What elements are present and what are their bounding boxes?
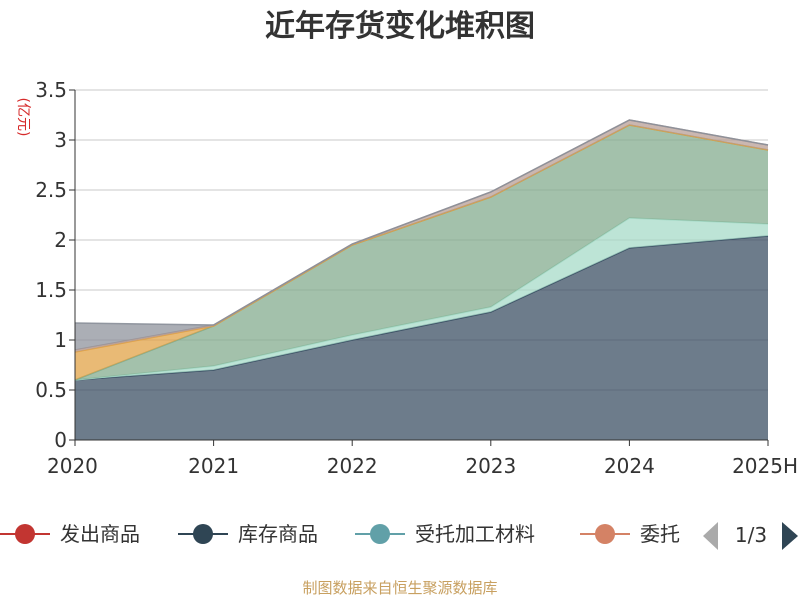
y-tick-label: 0 xyxy=(54,428,67,452)
legend-item[interactable]: 受托加工材料 xyxy=(355,522,535,546)
x-tick-label: 2021 xyxy=(188,454,239,478)
x-tick-label: 2020 xyxy=(47,454,98,478)
y-tick-labels: 0 0.5 1 1.5 2 2.5 3 3.5 xyxy=(35,78,67,452)
legend-item[interactable]: 委托 xyxy=(580,522,680,546)
chart-title: 近年存货变化堆积图 xyxy=(265,9,535,44)
area-series-5 xyxy=(75,120,768,350)
y-tick-label: 0.5 xyxy=(35,378,67,402)
legend-next-arrow-icon[interactable] xyxy=(782,522,798,550)
y-tick-label: 2.5 xyxy=(35,178,67,202)
legend-dot-icon xyxy=(595,524,615,544)
legend-item[interactable]: 库存商品 xyxy=(178,522,318,546)
legend-dot-icon xyxy=(193,524,213,544)
legend: 发出商品 库存商品 受托加工材料 委托 xyxy=(0,522,680,546)
legend-dot-icon xyxy=(370,524,390,544)
legend-item[interactable]: 发出商品 xyxy=(0,522,140,546)
legend-label: 发出商品 xyxy=(60,522,140,546)
y-tick-label: 3 xyxy=(54,128,67,152)
legend-page-indicator: 1/3 xyxy=(735,523,767,547)
area-series-line-5 xyxy=(74,119,769,326)
x-tick-label: 2023 xyxy=(465,454,516,478)
stacked-areas xyxy=(74,119,769,440)
axes xyxy=(74,90,768,441)
y-axis-unit: (亿元) xyxy=(15,98,31,137)
area-series-2 xyxy=(75,125,768,380)
y-tick-label: 1 xyxy=(54,328,67,352)
data-source-note: 制图数据来自恒生聚源数据库 xyxy=(302,579,497,597)
y-tick-label: 1.5 xyxy=(35,278,67,302)
legend-label: 库存商品 xyxy=(238,522,318,546)
legend-label: 受托加工材料 xyxy=(415,522,535,546)
legend-pager: 1/3 xyxy=(703,522,798,550)
area-series-1 xyxy=(75,218,768,380)
x-tick-label: 2025H xyxy=(732,454,798,478)
x-tick-label: 2022 xyxy=(327,454,378,478)
legend-prev-arrow-icon[interactable] xyxy=(703,522,718,550)
area-series-0 xyxy=(75,236,768,440)
x-tick-label: 2024 xyxy=(604,454,655,478)
legend-label: 委托 xyxy=(640,522,680,546)
y-tick-label: 2 xyxy=(54,228,67,252)
legend-dot-icon xyxy=(15,524,35,544)
x-tick-labels: 2020 2021 2022 2023 2024 2025H xyxy=(47,440,798,478)
y-tick-label: 3.5 xyxy=(35,78,67,102)
